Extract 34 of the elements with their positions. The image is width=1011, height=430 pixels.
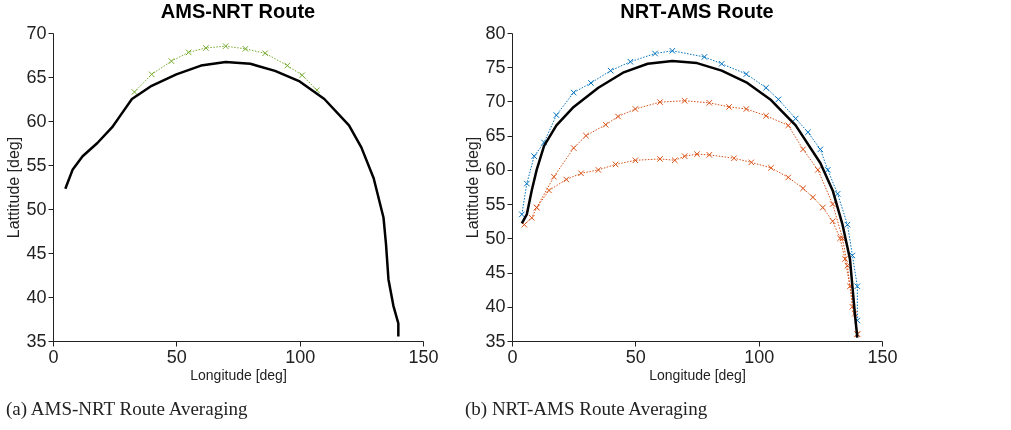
y-tick-label: 45 bbox=[485, 262, 506, 283]
x-tick-label: 100 bbox=[285, 346, 316, 367]
y-tick-label: 40 bbox=[485, 296, 506, 317]
y-tick-label: 35 bbox=[26, 330, 47, 351]
y-tick-label: 45 bbox=[26, 242, 47, 263]
y-tick-label: 55 bbox=[26, 154, 47, 175]
y-tick-label: 50 bbox=[485, 227, 506, 248]
chart-title: AMS-NRT Route bbox=[160, 0, 316, 22]
x-tick-label: 50 bbox=[625, 346, 646, 367]
x-tick-label: 0 bbox=[507, 346, 518, 367]
y-tick-label: 80 bbox=[485, 22, 506, 43]
chart-title: NRT-AMS Route bbox=[620, 0, 774, 22]
y-tick-label: 60 bbox=[26, 110, 47, 131]
x-axis-title: Longitude [deg] bbox=[190, 366, 287, 383]
y-tick-label: 55 bbox=[485, 193, 506, 214]
y-tick-label: 60 bbox=[485, 159, 506, 180]
text: (a) AMS-NRT Route Averaging bbox=[5, 398, 248, 420]
y-tick-label: 75 bbox=[485, 56, 506, 77]
x-tick-label: 150 bbox=[867, 346, 898, 367]
y-tick-label: 70 bbox=[485, 90, 506, 111]
x-tick-label: 150 bbox=[408, 346, 439, 367]
x-axis-title: Longitude [deg] bbox=[649, 366, 746, 383]
x-tick-label: 50 bbox=[166, 346, 187, 367]
y-tick-label: 65 bbox=[485, 125, 506, 146]
y-tick-label: 50 bbox=[26, 198, 47, 219]
y-tick-label: 65 bbox=[26, 66, 47, 87]
y-tick-label: 40 bbox=[26, 286, 47, 307]
y-axis-title: Lattitude [deg] bbox=[464, 136, 482, 239]
y-tick-label: 70 bbox=[26, 22, 47, 43]
x-tick-label: 0 bbox=[48, 346, 59, 367]
text: (b) NRT-AMS Route Averaging bbox=[464, 398, 708, 420]
y-tick-label: 35 bbox=[485, 330, 506, 351]
x-tick-label: 100 bbox=[744, 346, 775, 367]
y-axis-title: Lattitude [deg] bbox=[5, 136, 23, 239]
